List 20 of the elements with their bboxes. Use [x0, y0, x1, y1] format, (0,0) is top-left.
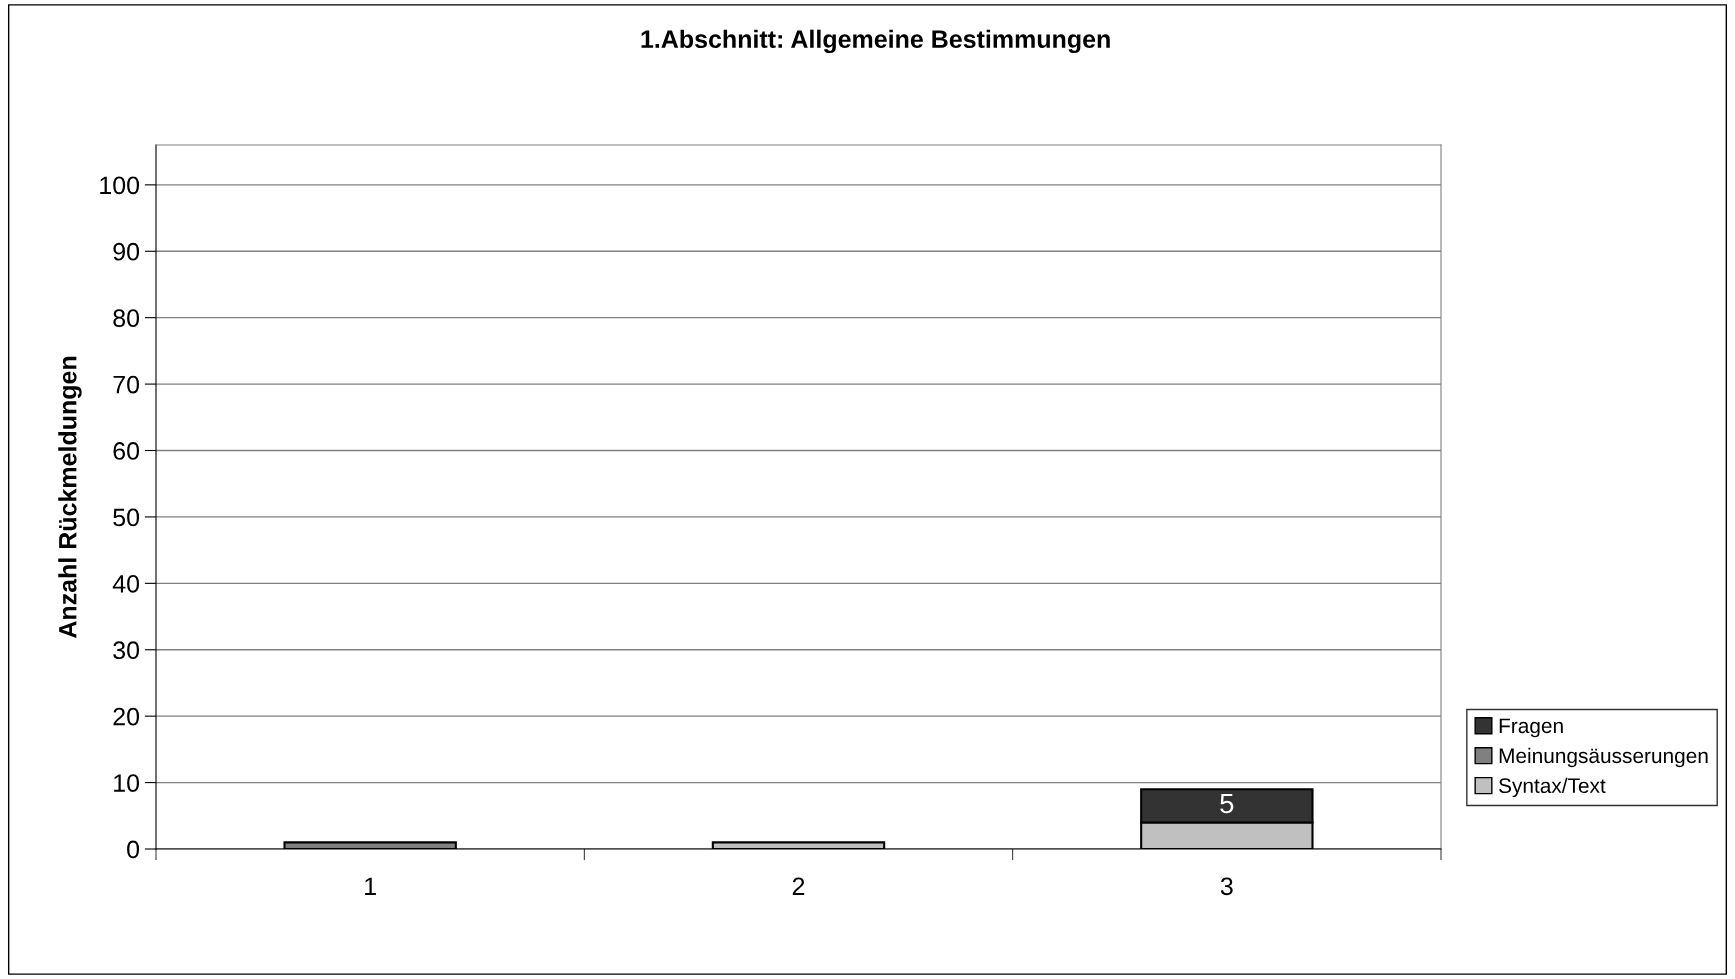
- legend-label: Meinungsäusserungen: [1499, 747, 1708, 768]
- x-tick-label: 1: [365, 877, 376, 895]
- y-axis-title: Anzahl Rückmeldungen: [58, 356, 82, 639]
- y-tick-label: 50: [113, 508, 140, 527]
- y-tick-label: 70: [113, 375, 140, 394]
- legend-label: Syntax/Text: [1499, 777, 1606, 798]
- legend-label: Fragen: [1499, 718, 1563, 738]
- y-tick-label: 80: [113, 309, 140, 327]
- chart-title: 1.Abschnitt: Allgemeine Bestimmungen: [641, 29, 1110, 54]
- y-tick-label: 40: [112, 574, 140, 593]
- y-tick-label: 0: [127, 840, 140, 859]
- y-tick-label: 10: [114, 774, 140, 792]
- x-tick-label: 2: [792, 877, 805, 895]
- x-tick-label: 3: [1220, 877, 1233, 896]
- y-tick-label: 60: [113, 442, 140, 460]
- y-tick-label: 90: [113, 242, 140, 261]
- y-tick-label: 100: [100, 176, 140, 195]
- data-label: 5: [1220, 793, 1234, 814]
- y-tick-label: 30: [113, 641, 140, 660]
- y-tick-label: 20: [113, 707, 140, 726]
